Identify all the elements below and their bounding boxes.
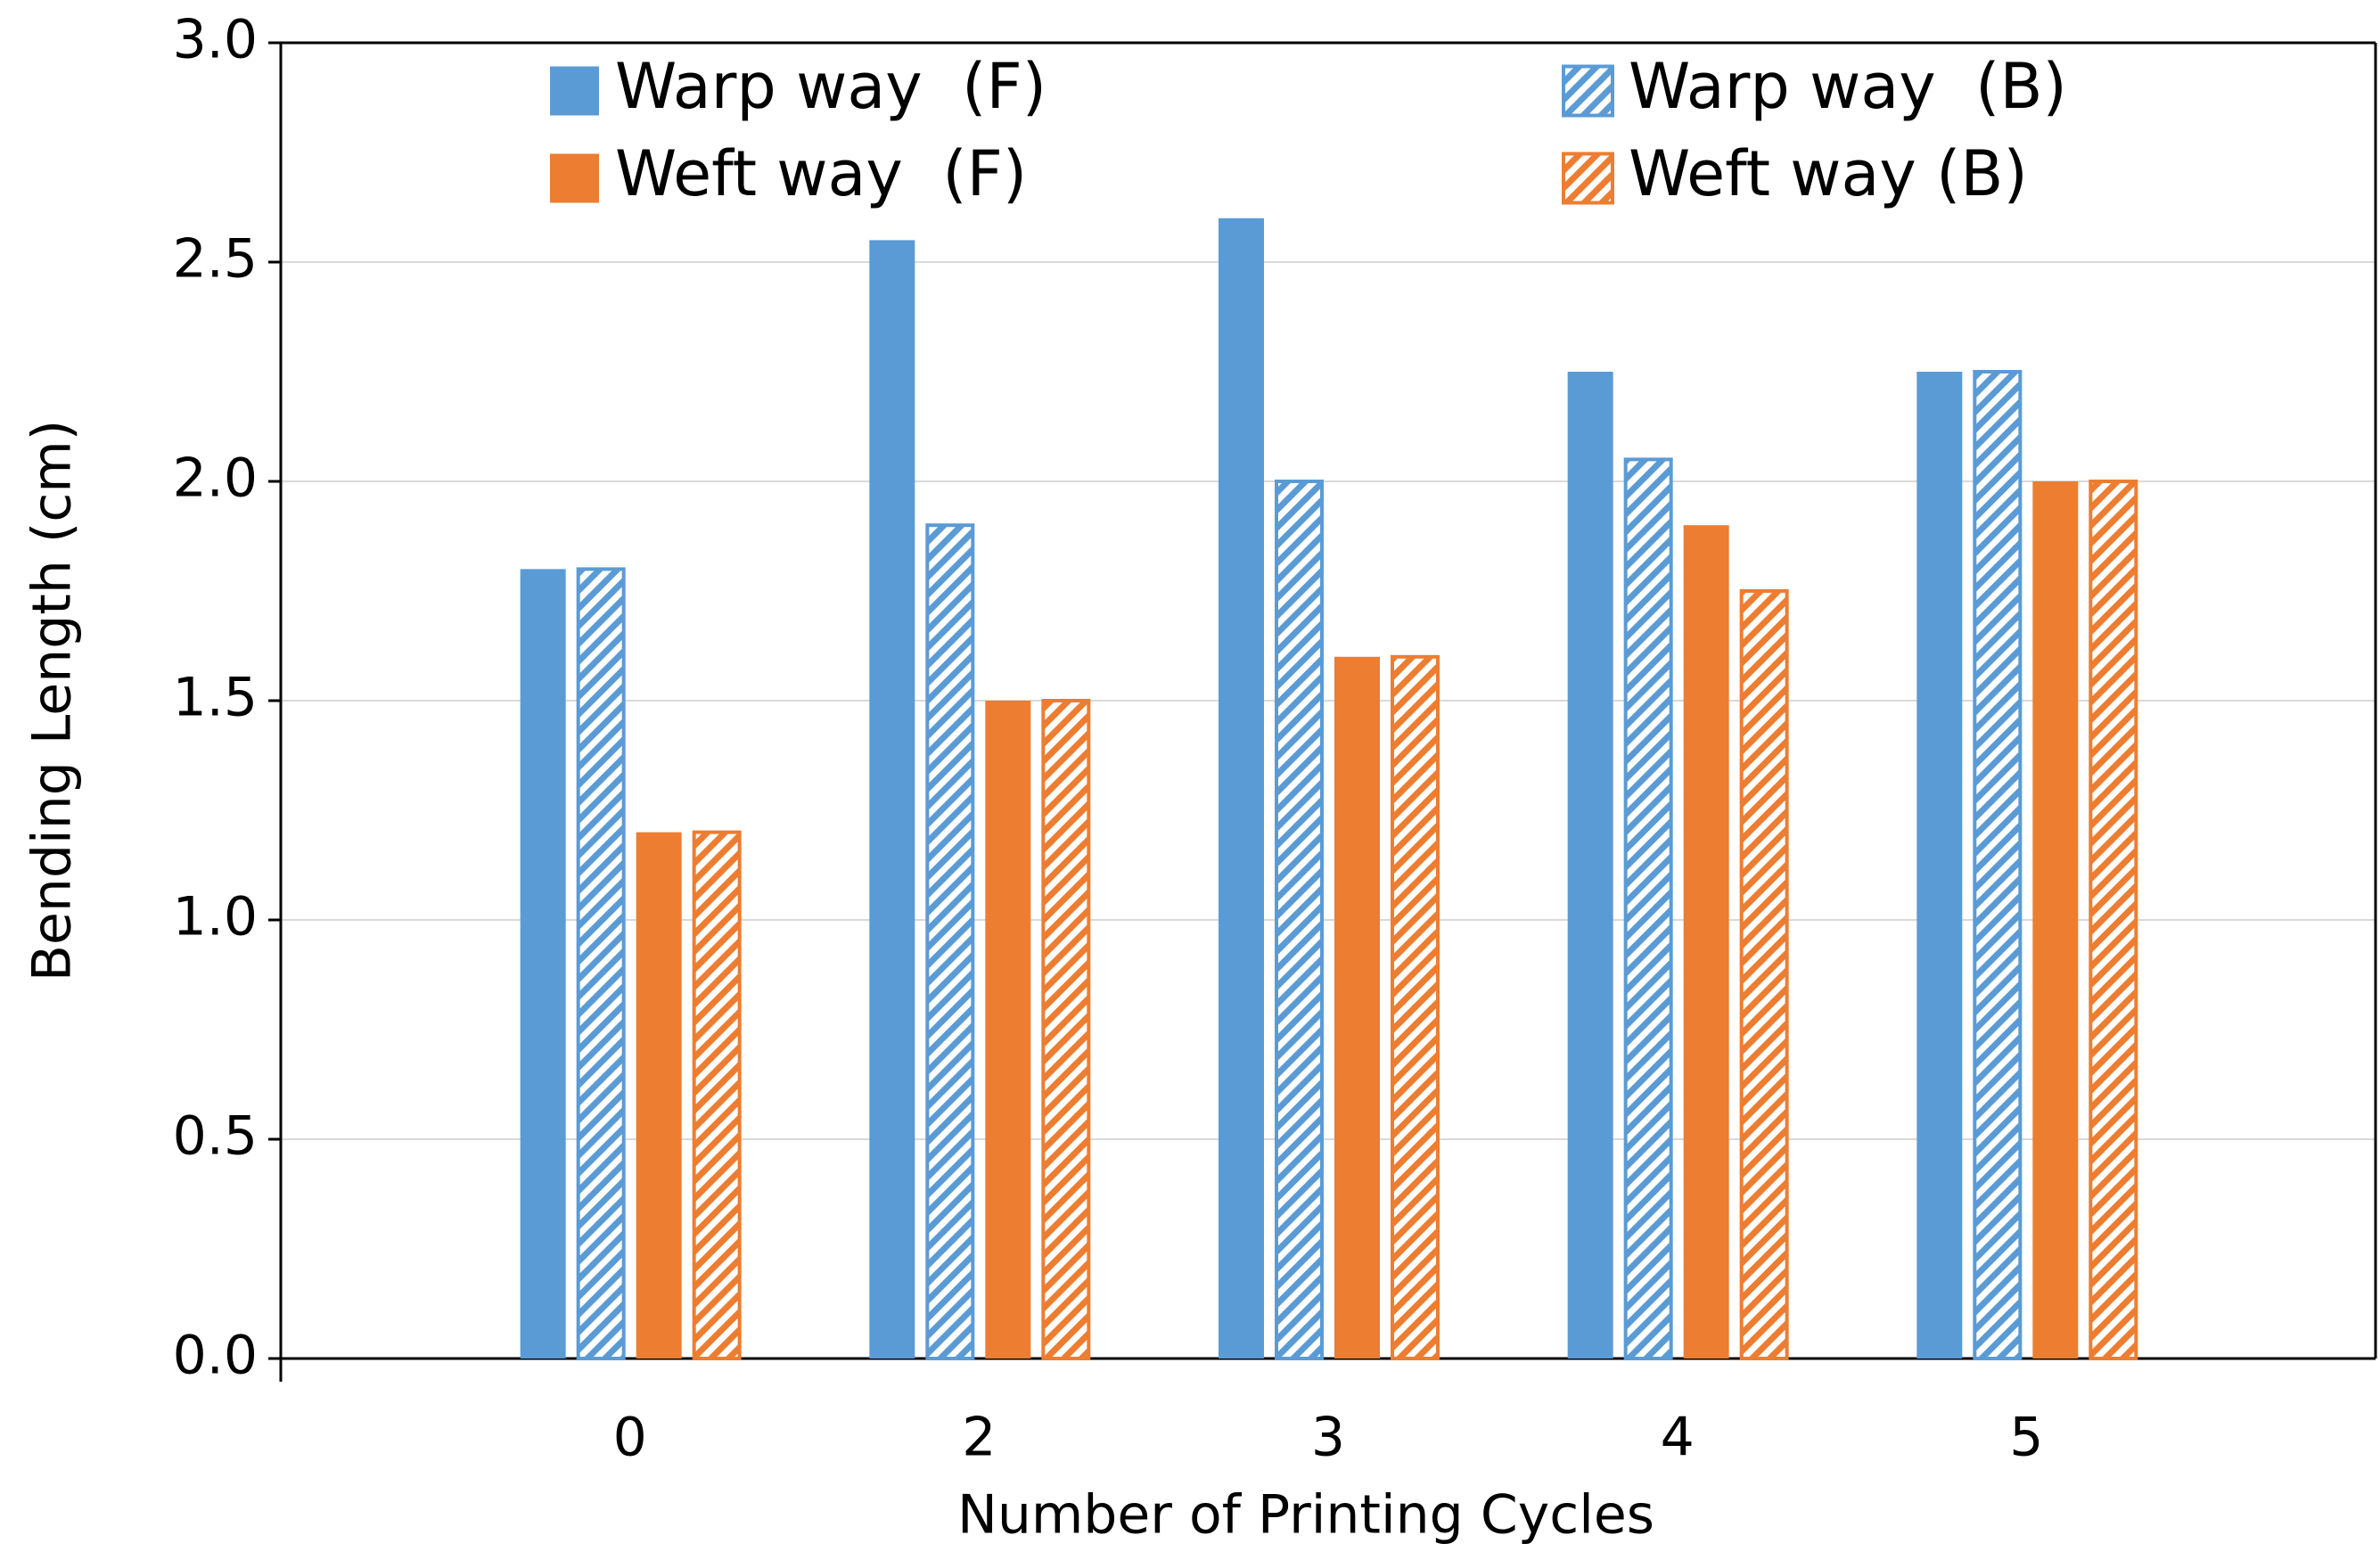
bar: [1334, 656, 1380, 1359]
x-axis-label: Number of Printing Cycles: [957, 1484, 1654, 1547]
bar: [2089, 480, 2138, 1360]
x-tick-label: 0: [613, 1407, 647, 1469]
legend-swatch: [550, 153, 599, 203]
bar: [925, 523, 975, 1360]
bar: [1391, 654, 1440, 1360]
legend-label: Warp way (F): [615, 50, 1046, 123]
y-tick-label: 1.5: [173, 667, 258, 729]
legend-label: Weft way (F): [615, 137, 1027, 210]
bar: [1973, 370, 2023, 1360]
y-tick-label: 1.0: [173, 886, 258, 948]
bar: [1683, 525, 1729, 1359]
y-tick-label: 0.0: [173, 1325, 258, 1387]
legend-swatch: [1562, 64, 1614, 118]
bar: [1567, 372, 1613, 1359]
bar: [1623, 457, 1673, 1360]
bar: [1739, 589, 1789, 1360]
legend-label: Warp way (B): [1629, 50, 2067, 123]
bar: [520, 569, 566, 1359]
x-tick-label: 4: [1661, 1407, 1695, 1469]
legend-label: Weft way (B): [1629, 137, 2028, 210]
bar: [576, 567, 626, 1360]
bar: [1219, 218, 1264, 1359]
bar: [636, 832, 682, 1359]
x-tick-label: 3: [1311, 1407, 1345, 1469]
bar: [692, 830, 742, 1360]
y-axis-label: Bending Length (cm): [21, 420, 84, 981]
y-tick-label: 0.5: [173, 1105, 258, 1168]
y-tick-label: 2.5: [173, 228, 258, 291]
bar: [1041, 699, 1091, 1360]
bar: [2032, 481, 2079, 1359]
bar: [1916, 372, 1963, 1359]
bar: [985, 701, 1031, 1359]
bar: [869, 240, 915, 1359]
legend-swatch: [550, 66, 599, 116]
x-tick-label: 5: [2009, 1407, 2043, 1469]
y-tick-label: 2.0: [173, 447, 258, 510]
legend-swatch: [1562, 152, 1614, 205]
x-tick-label: 2: [962, 1407, 996, 1469]
y-tick-label: 3.0: [173, 9, 258, 71]
bar: [1275, 480, 1324, 1360]
